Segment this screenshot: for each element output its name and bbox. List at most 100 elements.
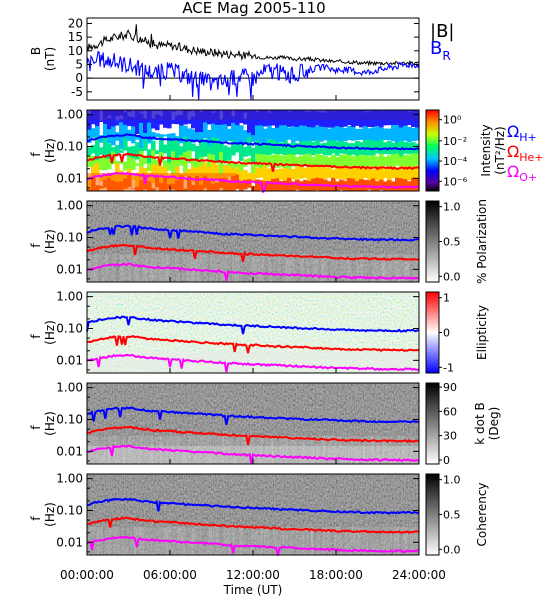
spectrogram-cell <box>227 114 232 127</box>
spectrogram-cell <box>259 154 264 169</box>
spectrogram-cell <box>323 127 328 141</box>
spectrogram-cell <box>115 160 120 166</box>
spectrogram-cell <box>279 125 284 143</box>
spectrogram-cell <box>255 125 260 142</box>
colorbar-tick-label: 1.0 <box>443 474 461 487</box>
spectrogram-cell <box>335 168 340 180</box>
spectrogram-cell <box>267 155 272 167</box>
y-tick-label: 0.10 <box>56 321 83 335</box>
y-tick-label: 20 <box>68 16 83 30</box>
spectrogram-cell <box>343 167 348 180</box>
spectrogram-cell <box>243 130 248 144</box>
spectrogram-cell <box>159 137 164 157</box>
spectrogram-cell <box>139 122 144 149</box>
spectrogram-cell <box>395 177 400 191</box>
y-tick-label: 0.01 <box>56 171 83 185</box>
spectrogram-band <box>87 173 237 191</box>
omega-he-series-line <box>86 516 420 534</box>
colorbar-tick-label: -1 <box>443 361 454 374</box>
omega-he-series-line <box>86 152 420 172</box>
spectrogram-cell <box>271 178 276 191</box>
spectrogram-cell <box>227 165 232 177</box>
spectrogram-cell <box>239 181 244 191</box>
spectrogram-cell <box>259 112 264 129</box>
spectrogram-cell <box>223 124 228 142</box>
spectrogram-cell <box>303 125 308 143</box>
spectrogram-cell <box>191 116 196 129</box>
spectrogram-cell <box>307 127 312 142</box>
spectrogram-cell <box>215 161 220 164</box>
spectrogram-cell <box>307 166 312 181</box>
colorbar-label-unit: (Deg) <box>487 407 501 441</box>
spectrogram-cell <box>291 169 296 180</box>
spectrogram-cell <box>171 140 176 157</box>
spectrogram-cell <box>163 144 168 154</box>
freq-axis-unit: (Hz) <box>43 229 57 254</box>
spectrogram-cell <box>91 145 96 154</box>
spectrogram-cell <box>267 139 272 156</box>
spectrogram-cell <box>255 167 260 179</box>
legend-omega-o-main: Ω <box>507 162 519 181</box>
spectrogram-cell <box>143 118 148 135</box>
colorbar-tick-label: 10⁻⁴ <box>443 155 468 168</box>
spectrogram-cell <box>255 153 260 168</box>
spectrogram-cell <box>283 125 288 142</box>
spectrogram-cell <box>411 153 416 169</box>
spectrogram-cell <box>371 178 376 191</box>
spectrogram-cell <box>207 153 212 176</box>
spectrogram-cell <box>263 154 268 167</box>
spectrogram-cell <box>415 165 420 181</box>
spectrogram-cell <box>231 140 236 156</box>
spectrogram-cell <box>291 154 296 167</box>
spectrogram-cell <box>247 110 252 135</box>
spectrogram-cell <box>391 154 396 167</box>
spectrogram-cell <box>187 128 192 139</box>
spectrogram-cell <box>107 118 112 134</box>
spectrogram-cell <box>395 125 400 144</box>
freq-axis-unit: (Hz) <box>43 138 57 163</box>
spectrogram-cell <box>195 132 200 141</box>
spectrogram-cell <box>283 155 288 169</box>
spectrogram-cell <box>319 165 324 182</box>
spectrogram-cell <box>235 110 240 131</box>
time-tick-label: 18:00:00 <box>309 568 363 582</box>
spectrogram-cell <box>367 128 372 141</box>
spectrogram-cell <box>299 155 304 170</box>
spectrogram-cell <box>347 125 352 141</box>
y-tick-label: 1.00 <box>56 199 83 213</box>
omega-h-series-line <box>86 133 420 151</box>
spectrogram-cell <box>187 150 192 164</box>
spectrogram-cell <box>347 143 352 156</box>
colorbar-tick-label: 10⁻⁶ <box>443 175 468 188</box>
colorbar-tick-label: 10⁰ <box>443 114 462 127</box>
spectrogram-cell <box>155 133 160 137</box>
spectrogram-cell <box>279 155 284 168</box>
legend-bradial: BR <box>430 38 451 63</box>
spectrogram-cell <box>251 110 256 136</box>
spectrogram-cell <box>251 164 256 176</box>
figure-title: ACE Mag 2005-110 <box>182 0 325 17</box>
spectrogram-cell <box>303 141 308 155</box>
spectrogram-cell <box>223 145 228 162</box>
spectrogram-cell <box>391 125 396 142</box>
spectrogram-cell <box>399 127 404 144</box>
colorbar-tick-label: 0.0 <box>443 270 461 283</box>
spectrogram-cell <box>331 177 336 191</box>
colorbar-label: % Polarization <box>475 199 489 284</box>
spectrogram-cell <box>379 165 384 181</box>
spectrogram-cell <box>291 142 296 156</box>
spectrogram-cell <box>299 166 304 179</box>
spectrogram-cell <box>331 127 336 143</box>
spectrogram-cell <box>347 168 352 182</box>
freq-axis-label: f <box>29 516 43 521</box>
spectrogram-cell <box>203 138 208 157</box>
spectrogram-cell <box>159 116 164 125</box>
time-tick-label: 24:00:00 <box>392 568 446 582</box>
spectrogram-cell <box>259 142 264 157</box>
spectrogram-cell <box>287 168 292 180</box>
field-legend: |B| BR <box>430 21 454 63</box>
spectrogram-cell <box>255 140 260 158</box>
spectrogram-cell <box>107 159 112 170</box>
y-tick-label: 0.01 <box>56 262 83 276</box>
spectrogram-cell <box>271 139 276 154</box>
